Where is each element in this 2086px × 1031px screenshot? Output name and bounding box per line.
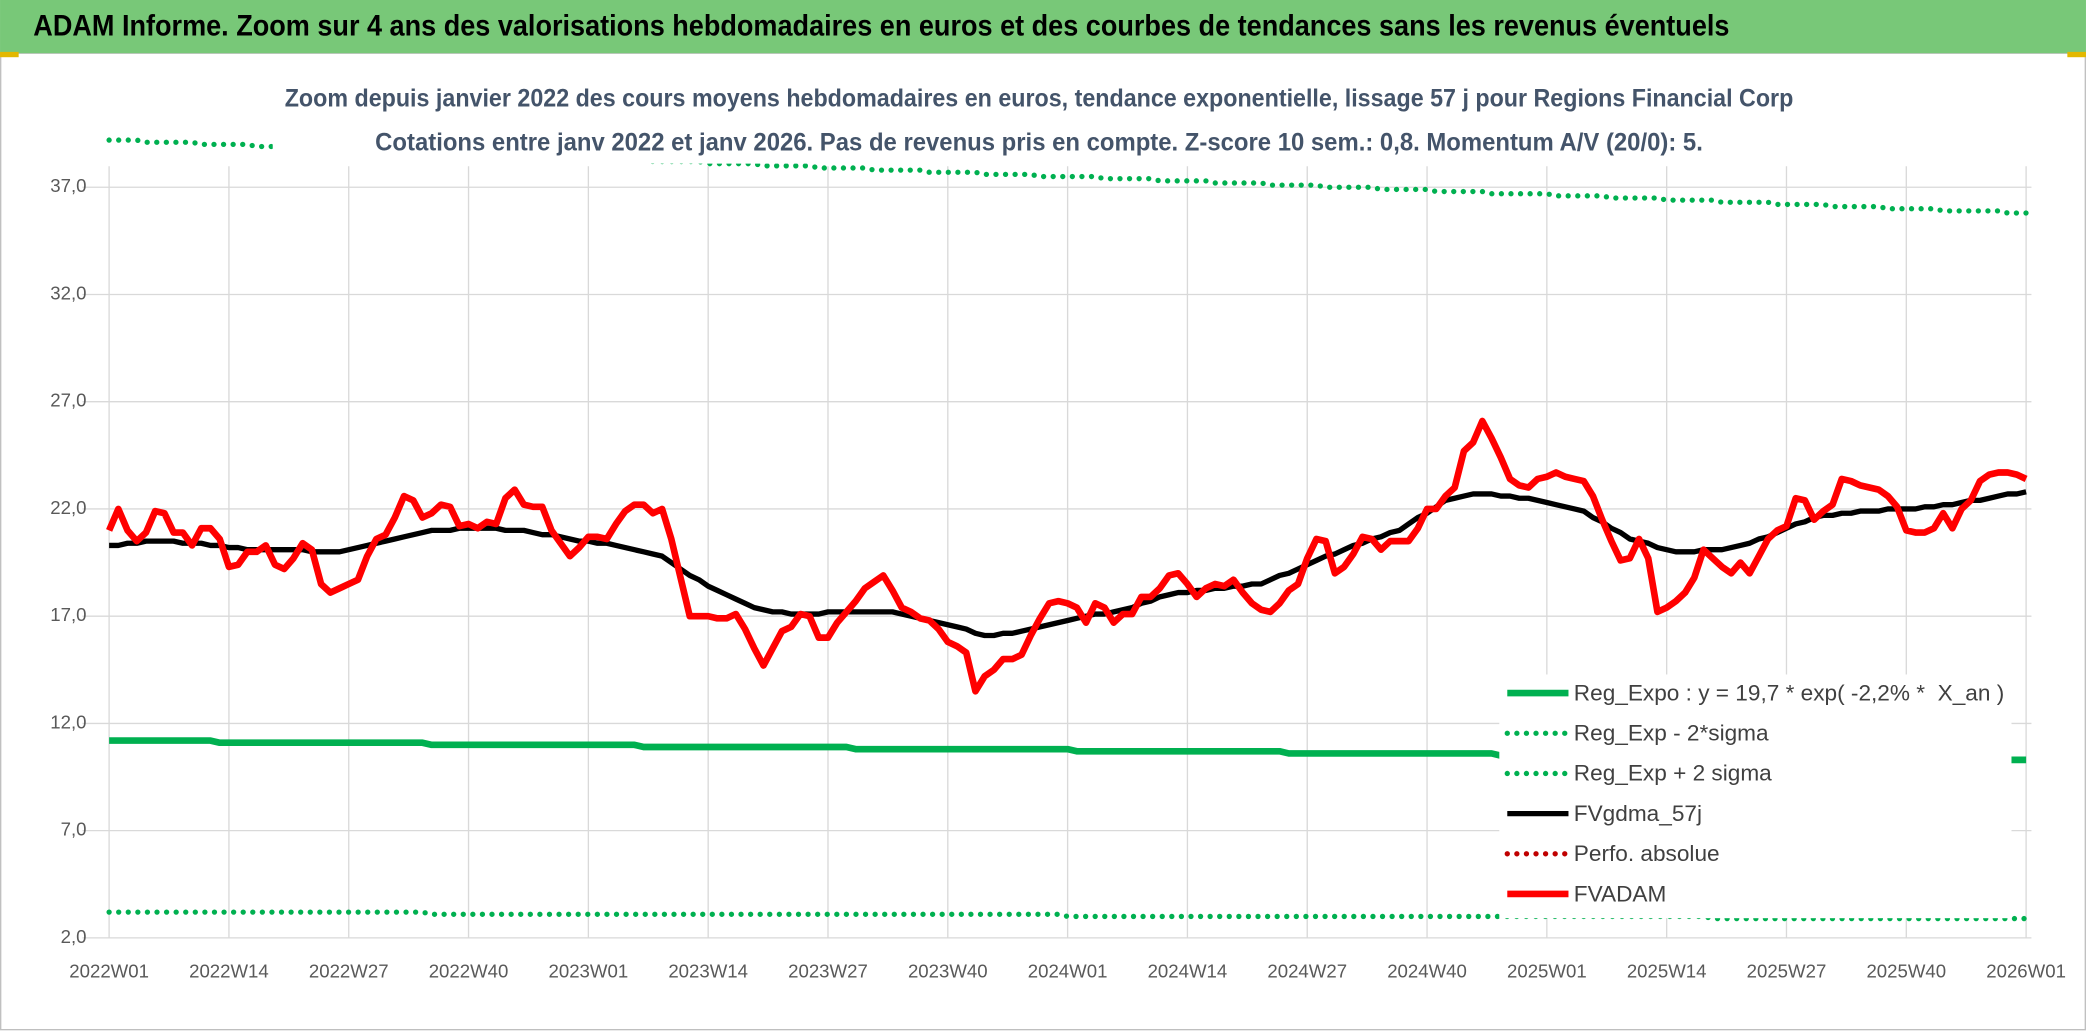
y-tick-label: 2,0 — [61, 926, 87, 947]
x-tick-label: 2022W01 — [69, 960, 149, 981]
x-tick-label: 2023W27 — [788, 960, 868, 981]
legend-backdrop — [1499, 674, 2012, 919]
x-tick-label: 2024W27 — [1267, 960, 1347, 981]
x-tick-label: 2025W01 — [1507, 960, 1587, 981]
x-tick-label: 2025W27 — [1747, 960, 1827, 981]
subtitle: Zoom depuis janvier 2022 des cours moyen… — [285, 84, 1794, 112]
y-tick-label: 12,0 — [50, 711, 86, 732]
y-tick-label: 17,0 — [50, 604, 86, 625]
legend-label: Reg_Exp + 2 sigma — [1574, 761, 1772, 786]
y-tick-label: 7,0 — [61, 819, 87, 840]
x-tick-label: 2024W40 — [1387, 960, 1467, 981]
corner — [0, 51, 19, 58]
chart-title: ADAM Informe. Zoom sur 4 ans des valoris… — [33, 11, 1729, 43]
legend-label: Perfo. absolue — [1574, 841, 1720, 866]
x-tick-label: 2023W01 — [549, 960, 629, 981]
legend: Reg_Expo : y = 19,7 * exp( -2,2% * X_an … — [1499, 674, 2012, 919]
y-tick-label: 37,0 — [50, 175, 86, 196]
x-tick-label: 2024W14 — [1148, 960, 1228, 981]
y-tick-label: 27,0 — [50, 390, 86, 411]
series-line — [106, 417, 2028, 695]
title-banner — [0, 0, 2086, 54]
legend-label: Reg_Expo : y = 19,7 * exp( -2,2% * X_an … — [1574, 680, 2004, 705]
subtitle: Cotations entre janv 2022 et janv 2026. … — [375, 128, 1703, 156]
legend-label: FVgdma_57j — [1574, 801, 1702, 826]
legend-label: FVADAM — [1574, 881, 1667, 906]
x-tick-label: 2023W40 — [908, 960, 988, 981]
y-tick-label: 22,0 — [50, 497, 86, 518]
subtitle-backdrop — [272, 79, 1803, 164]
x-tick-label: 2022W27 — [309, 960, 389, 981]
x-tick-label: 2025W40 — [1866, 960, 1946, 981]
legend-label: Reg_Exp - 2*sigma — [1574, 721, 1769, 746]
x-tick-label: 2022W40 — [429, 960, 509, 981]
x-tick-label: 2024W01 — [1028, 960, 1108, 981]
x-tick-label: 2025W14 — [1627, 960, 1707, 981]
corner — [2067, 51, 2086, 58]
x-tick-label: 2023W14 — [668, 960, 748, 981]
x-tick-label: 2022W14 — [189, 960, 269, 981]
x-tick-label: 2026W01 — [1986, 960, 2066, 981]
y-tick-label: 32,0 — [50, 282, 86, 303]
